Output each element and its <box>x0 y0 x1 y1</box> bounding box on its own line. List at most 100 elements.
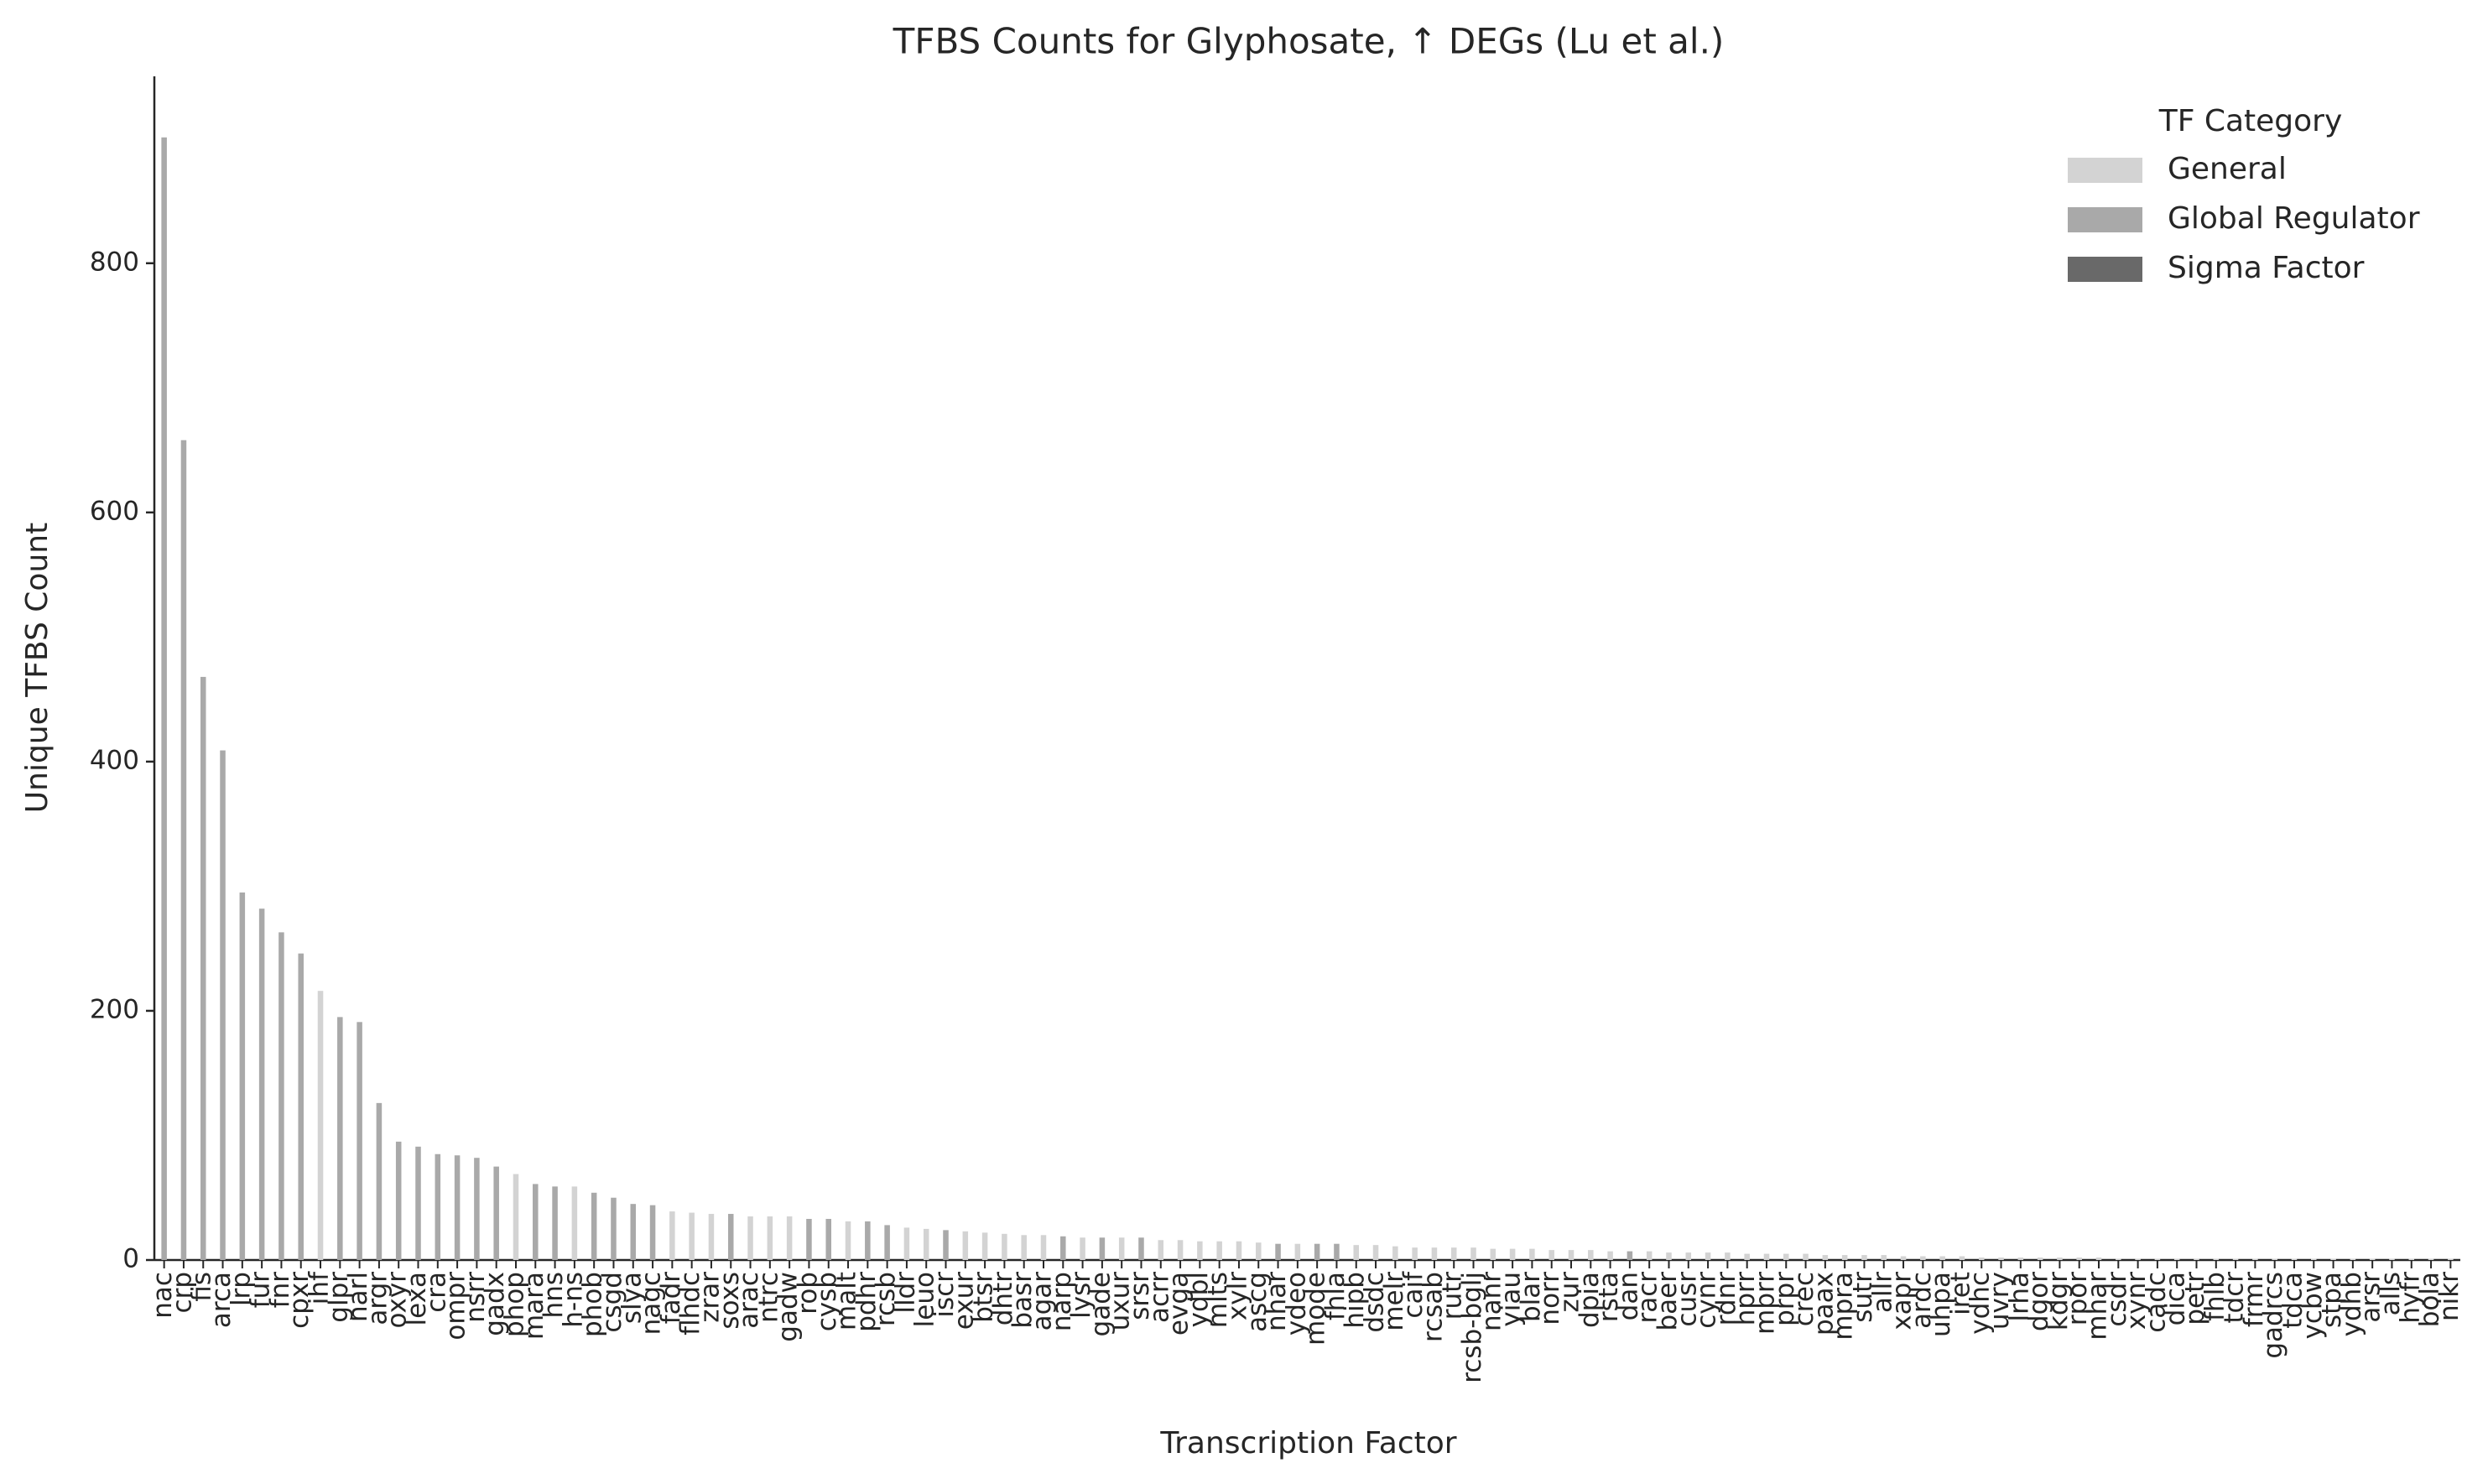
chart-title: TFBS Counts for Glyphosate, ↑ DEGs (Lu e… <box>893 21 1725 62</box>
bar <box>2135 1258 2141 1260</box>
x-tick-label: baer <box>1653 1272 1683 1331</box>
x-tick-label: hipb <box>1340 1272 1370 1329</box>
x-tick-label: xynr <box>2121 1272 2152 1330</box>
x-tick-label: cynr <box>1692 1272 1722 1329</box>
bar <box>1725 1252 1731 1260</box>
x-tick-label: rdnr <box>1711 1272 1741 1326</box>
bar <box>180 440 187 1260</box>
bar <box>1060 1236 1066 1260</box>
bar <box>1431 1247 1438 1260</box>
legend-title: TF Category <box>2158 104 2343 138</box>
bar <box>591 1192 597 1260</box>
bar <box>513 1174 519 1260</box>
bar <box>708 1214 715 1260</box>
bar <box>2154 1258 2161 1260</box>
bar <box>1822 1255 1829 1260</box>
bar <box>493 1166 499 1260</box>
bar <box>1881 1255 1887 1260</box>
x-tick-label: dpia <box>1575 1272 1605 1328</box>
bar <box>1275 1243 1281 1260</box>
x-tick-label: srsr <box>1125 1272 1155 1320</box>
bar <box>1900 1256 1907 1260</box>
x-tick-label: mhar <box>2083 1272 2113 1341</box>
bar <box>825 1218 831 1260</box>
legend-swatch <box>2068 158 2142 183</box>
x-tick-label: petr <box>2180 1272 2210 1325</box>
x-tick-label: mode <box>1301 1272 1331 1346</box>
bar <box>1841 1255 1848 1260</box>
bar <box>1666 1252 1672 1260</box>
bar <box>1607 1251 1613 1260</box>
bar <box>1040 1235 1047 1260</box>
bar <box>1529 1248 1535 1260</box>
bar <box>395 1141 402 1260</box>
x-tick-label: frmr <box>2239 1272 2269 1327</box>
bar <box>2389 1258 2395 1260</box>
bar <box>278 932 284 1260</box>
x-tick-label: caif <box>1398 1271 1429 1319</box>
x-tick-label: racr <box>1633 1272 1663 1324</box>
bar <box>1568 1250 1575 1260</box>
x-tick-label: lrha <box>2004 1272 2034 1321</box>
bar <box>962 1231 969 1260</box>
x-tick-label: basr <box>1007 1272 1038 1329</box>
x-tick-label: ydhb <box>2336 1272 2366 1336</box>
x-tick-label: arac <box>734 1272 764 1329</box>
x-tick-label: ihf <box>304 1271 335 1304</box>
bar <box>1470 1247 1476 1260</box>
bar <box>865 1221 871 1260</box>
x-tick-label: glpr <box>324 1272 354 1323</box>
bar <box>1646 1251 1653 1260</box>
bar <box>376 1102 383 1260</box>
bar <box>2448 1258 2454 1260</box>
x-tick-label: xapr <box>1887 1272 1918 1330</box>
x-tick-label: pdhr <box>851 1272 882 1332</box>
bar <box>767 1216 773 1260</box>
x-tick-label: arsr <box>2356 1272 2387 1323</box>
bar <box>1216 1241 1222 1260</box>
x-tick-label: soxs <box>715 1272 745 1330</box>
x-tick-label: hns <box>539 1272 569 1318</box>
x-tick-label: fur <box>246 1272 276 1309</box>
bar <box>669 1211 675 1260</box>
x-tick-label: stpa <box>2317 1272 2347 1328</box>
bar <box>1118 1237 1125 1260</box>
bar <box>2173 1258 2180 1260</box>
x-tick-label: nanr <box>1476 1272 1507 1331</box>
x-tick-label: prpr <box>1770 1272 1800 1326</box>
bar <box>1588 1250 1594 1260</box>
x-tick-label: phop <box>499 1272 529 1337</box>
bar <box>1685 1252 1692 1260</box>
y-tick-label: 400 <box>90 745 139 775</box>
bar <box>1334 1243 1340 1260</box>
bar <box>2369 1258 2376 1260</box>
legend-swatch <box>2068 207 2142 232</box>
x-tick-label: allr <box>1867 1272 1897 1313</box>
x-tick-label: lysr <box>1066 1272 1096 1319</box>
bar <box>2116 1258 2121 1260</box>
x-tick-label: rpor <box>2063 1272 2093 1325</box>
y-tick-label: 600 <box>90 496 139 526</box>
bar <box>1314 1243 1320 1260</box>
bar <box>1255 1242 1262 1260</box>
x-tick-label: melr <box>1379 1272 1409 1331</box>
x-tick-label: csgd <box>597 1272 627 1333</box>
bar <box>2213 1258 2220 1260</box>
bar <box>2057 1257 2063 1260</box>
bar <box>611 1197 617 1260</box>
x-tick-label: nagc <box>637 1272 667 1335</box>
bar <box>806 1218 812 1260</box>
x-tick-label: rcsb <box>871 1272 901 1326</box>
bar <box>571 1186 578 1260</box>
bar <box>2428 1258 2434 1260</box>
x-tick-label: hprr <box>1731 1272 1761 1326</box>
legend-label: Sigma Factor <box>2168 251 2365 285</box>
x-tick-label: cpxr <box>284 1272 315 1329</box>
x-tick-label: tdcr <box>2220 1272 2250 1324</box>
x-tick-label: crec <box>1789 1272 1819 1326</box>
bar <box>1548 1250 1554 1260</box>
x-tick-label: csdr <box>2102 1272 2132 1327</box>
legend-label: General <box>2168 152 2287 186</box>
x-tick-label: alls <box>2376 1272 2406 1315</box>
